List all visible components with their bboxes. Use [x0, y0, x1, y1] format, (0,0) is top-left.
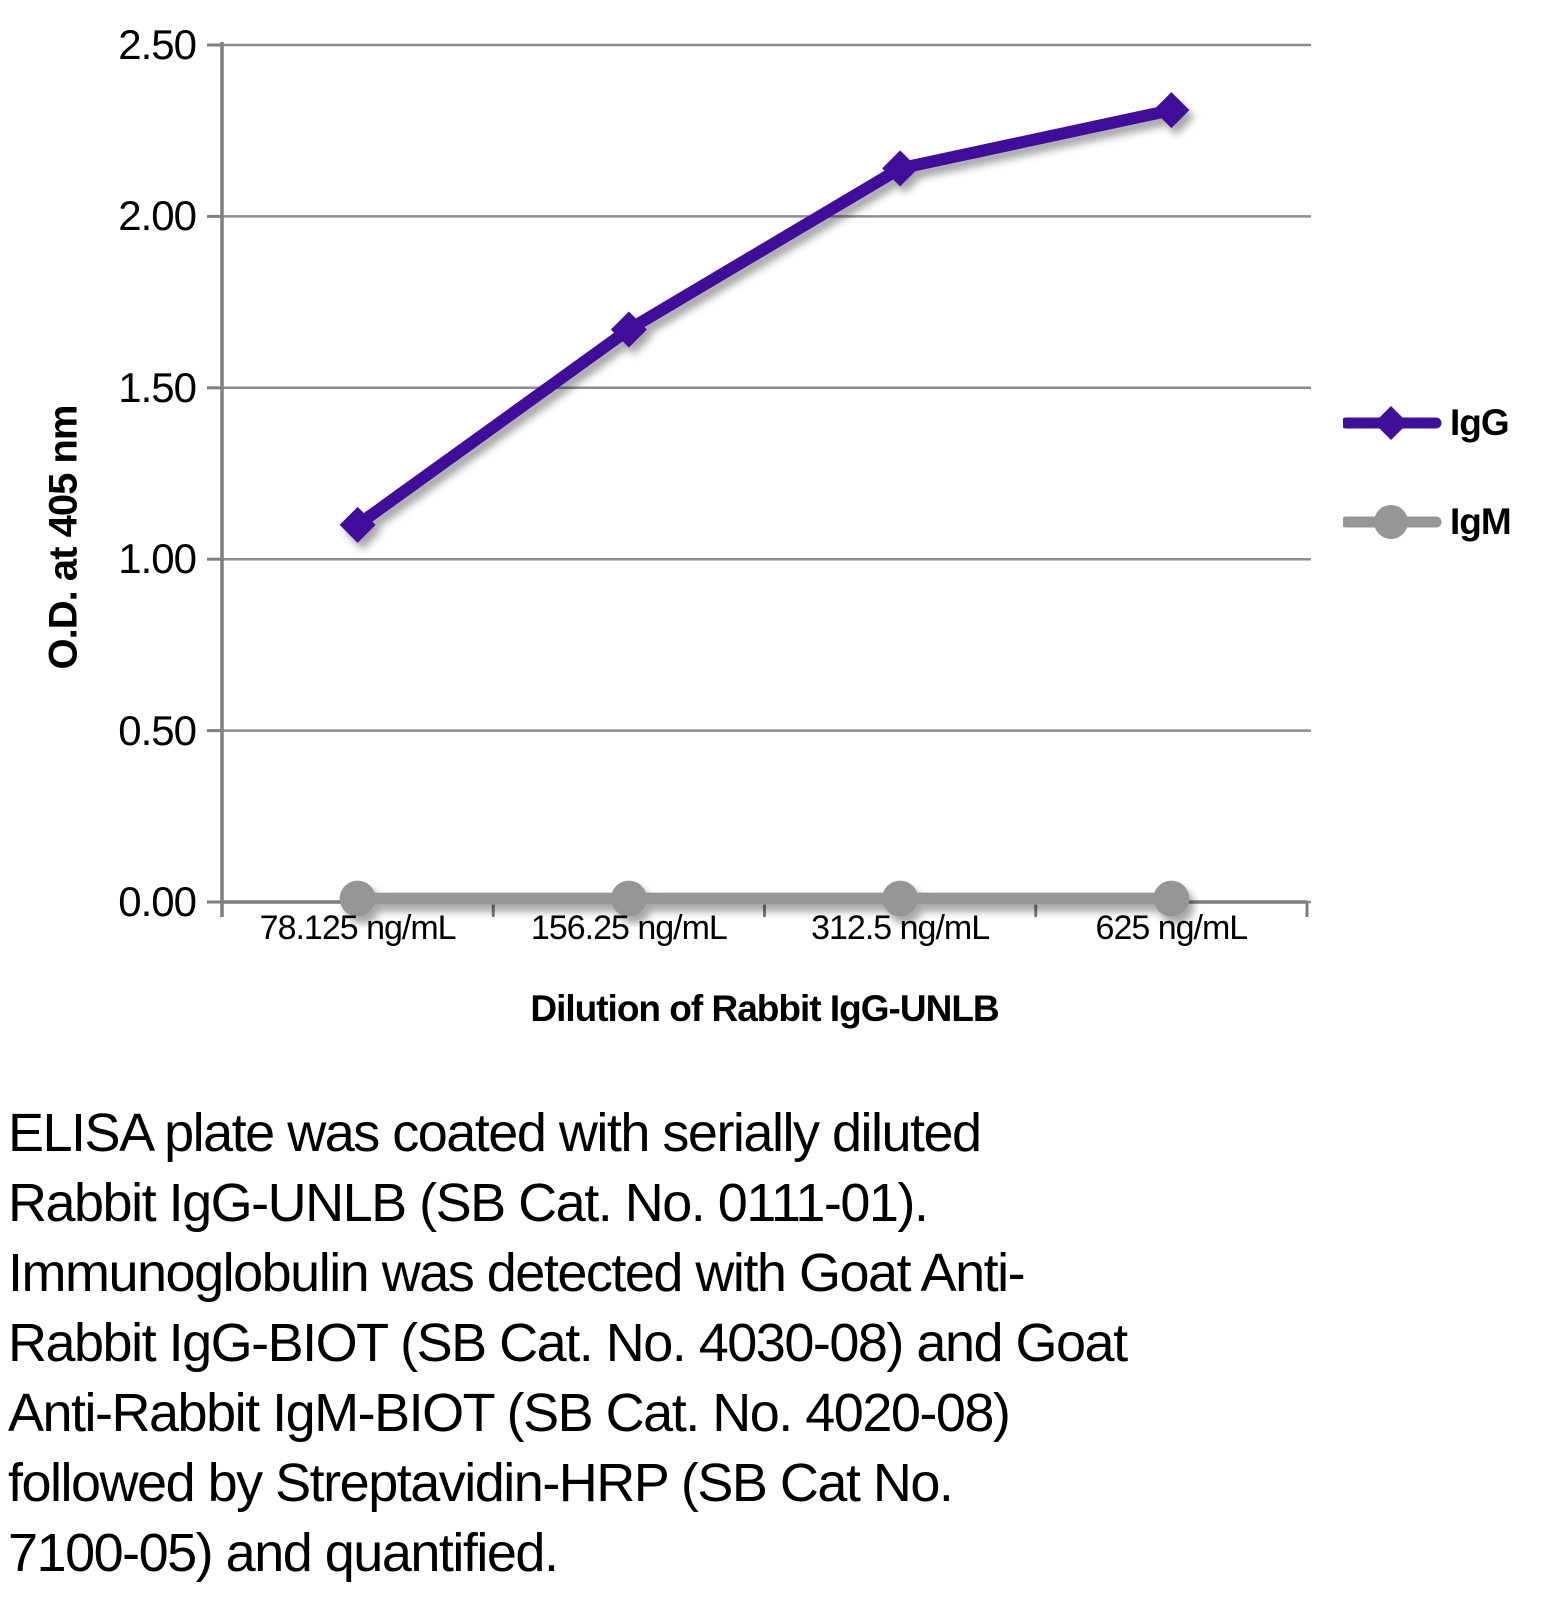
plot-area [207, 42, 1311, 917]
y-tick-label: 0.50 [118, 706, 197, 754]
caption-line: Rabbit IgG-BIOT (SB Cat. No. 4030-08) an… [8, 1313, 1128, 1373]
x-category-label: 78.125 ng/mL [259, 909, 457, 947]
igg-series-marker-icon [1340, 396, 1443, 450]
legend-label-igm: IgM [1450, 501, 1512, 542]
caption-line: ELISA plate was coated with serially dil… [8, 1103, 982, 1163]
legend: IgG IgM [1340, 396, 1563, 594]
x-category-label: 156.25 ng/mL [530, 909, 728, 947]
caption-line: 7100-05) and quantified. [8, 1523, 559, 1583]
elisa-line-chart: 0.00 0.50 1.00 1.50 2.00 2.50 O.D. at 405 nm … [41, 21, 1563, 1029]
x-category-label: 312.5 ng/mL [811, 909, 990, 947]
y-tick-label: 2.50 [118, 21, 197, 68]
legend-entry-igg: IgG [1340, 396, 1563, 450]
figure-caption: ELISA plate was coated with serially dil… [8, 1098, 1563, 1588]
legend-label-igg: IgG [1450, 402, 1510, 443]
caption-line: Anti-Rabbit IgM-BIOT (SB Cat. No. 4020-0… [8, 1383, 1011, 1443]
igm-series-marker-icon [1340, 495, 1443, 549]
y-axis-title: O.D. at 405 nm [41, 405, 86, 670]
legend-entry-igm: IgM [1340, 495, 1563, 549]
y-tick-label: 0.00 [118, 878, 197, 925]
x-axis-title: Dilution of Rabbit IgG-UNLB [530, 988, 999, 1029]
y-tick-label: 1.00 [118, 535, 197, 583]
y-tick-label: 1.50 [118, 363, 197, 411]
x-category-label: 625 ng/mL [1095, 909, 1249, 947]
caption-line: Rabbit IgG-UNLB (SB Cat. No. 0111-01). [8, 1173, 929, 1233]
y-tick-label: 2.00 [118, 192, 197, 240]
caption-line: followed by Streptavidin-HRP (SB Cat No. [8, 1453, 954, 1513]
caption-line: Immunoglobulin was detected with Goat An… [8, 1243, 1026, 1303]
